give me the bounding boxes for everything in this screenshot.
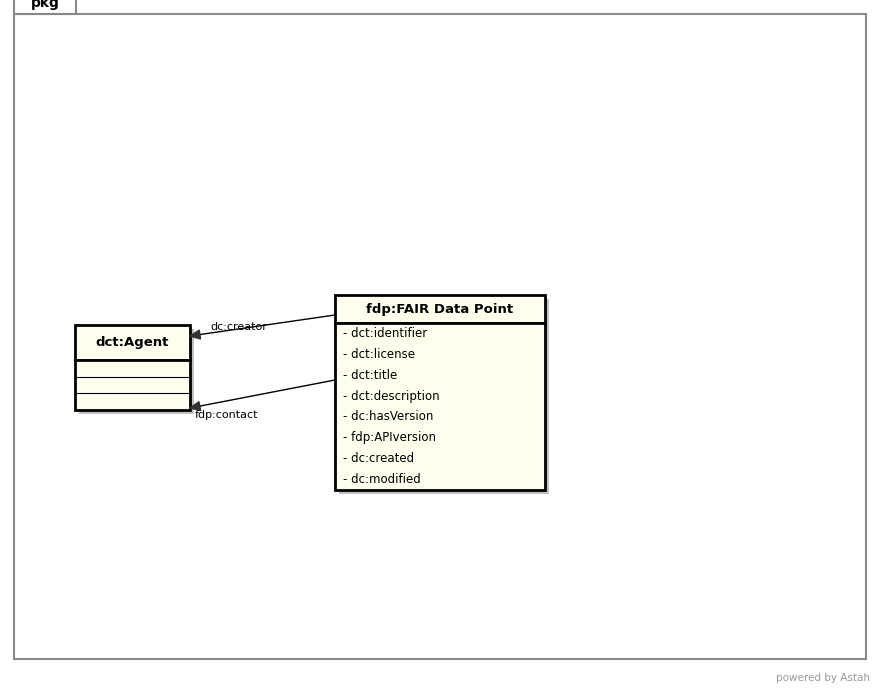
Bar — [335, 295, 545, 323]
Bar — [339, 299, 549, 494]
Text: fdp:FAIR Data Point: fdp:FAIR Data Point — [366, 303, 514, 315]
Text: - dct:title: - dct:title — [343, 369, 397, 382]
Text: - fdp:APIversion: - fdp:APIversion — [343, 431, 436, 444]
Text: - dc:created: - dc:created — [343, 453, 414, 465]
Text: - dc:hasVersion: - dc:hasVersion — [343, 410, 433, 423]
Text: fdp:contact: fdp:contact — [195, 410, 259, 420]
Text: - dct:description: - dct:description — [343, 389, 440, 403]
Bar — [79, 329, 194, 414]
Bar — [75, 325, 190, 360]
Bar — [335, 323, 545, 490]
Text: - dc:modified: - dc:modified — [343, 473, 421, 486]
Text: dc:creator: dc:creator — [210, 322, 267, 332]
Polygon shape — [190, 330, 201, 339]
Text: - dct:license: - dct:license — [343, 348, 415, 361]
Text: dct:Agent: dct:Agent — [96, 336, 169, 349]
Text: pkg: pkg — [31, 0, 60, 10]
Polygon shape — [190, 402, 201, 410]
Text: - dct:identifier: - dct:identifier — [343, 327, 428, 340]
Text: powered by Astah: powered by Astah — [776, 673, 870, 683]
Bar — [75, 360, 190, 410]
Bar — [14, 0, 76, 14]
